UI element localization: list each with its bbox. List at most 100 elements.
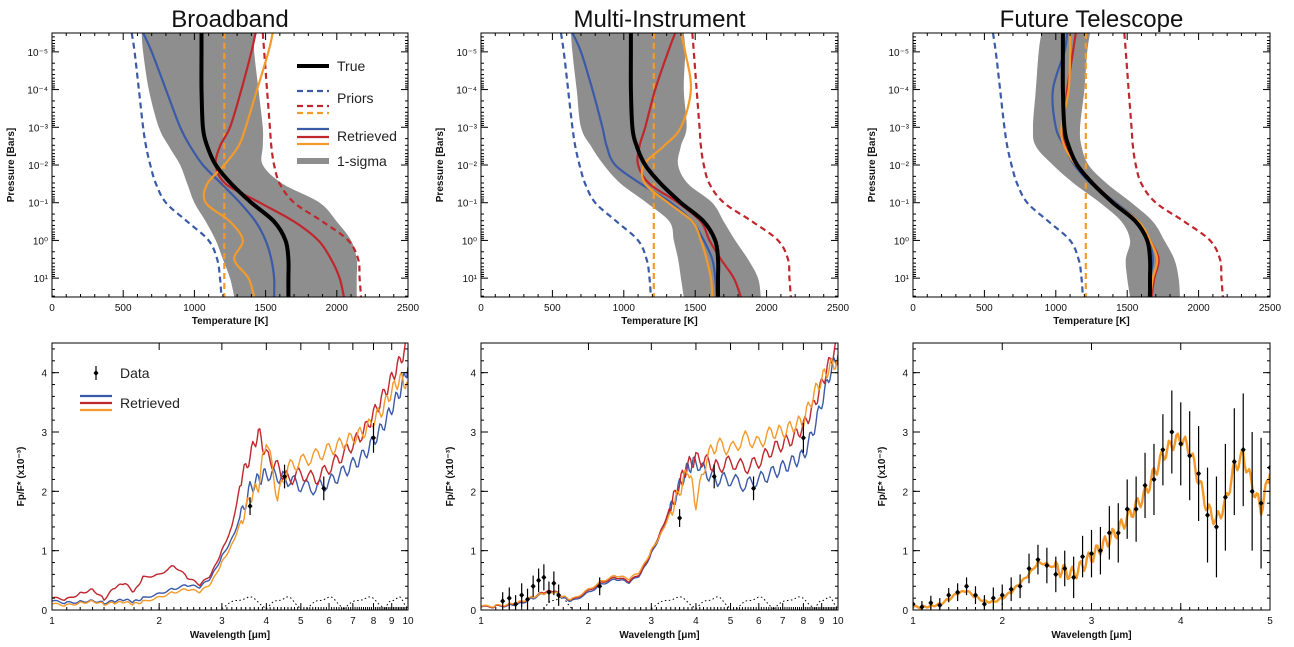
y-tick-label: 10¹	[34, 274, 49, 285]
filter-curve	[306, 596, 345, 610]
filter-curve	[265, 596, 302, 610]
y-tick-label: 10¹	[463, 274, 478, 285]
x-tick-label: 1500	[1116, 303, 1139, 314]
data-point	[546, 589, 552, 596]
tp-panel-0: 0 500 1000 1500 2000 2500 10⁻⁵ 10⁻⁴ 10⁻³ 10⁻² 10⁻¹…	[6, 6, 420, 327]
series-retrieved-red	[52, 343, 408, 601]
data-point	[981, 601, 987, 608]
data-point	[506, 595, 512, 602]
series-retrieved-red	[636, 33, 742, 297]
data-point	[972, 592, 978, 599]
plot-area	[991, 33, 1224, 297]
data-point	[1178, 440, 1184, 447]
y-tick-label: 0	[902, 606, 908, 617]
data-point	[1053, 571, 1059, 578]
data-point	[937, 602, 943, 609]
series-retrieved-blue	[571, 33, 718, 297]
y-tick-label: 10⁻⁴	[27, 86, 48, 97]
data-point	[1169, 429, 1175, 435]
y-tick-label: 10⁻¹	[457, 199, 477, 210]
y-tick-label: 10⁻²	[457, 161, 477, 172]
x-tick-label: 2500	[1259, 303, 1282, 314]
data-point	[955, 589, 961, 596]
x-tick-label: 8	[371, 616, 377, 627]
series-retrieved-orange	[481, 358, 838, 608]
series-retrieved-blue	[52, 366, 408, 605]
data-point	[1222, 494, 1228, 501]
data-point	[1062, 565, 1068, 572]
y-tick-label: 10⁰	[462, 236, 477, 247]
x-tick-label: 3	[1089, 616, 1095, 627]
y-axis-label: Fp/F* (x10⁻³)	[877, 447, 888, 507]
data-point	[321, 485, 327, 492]
y-axis-label: Pressure [Bars]	[6, 128, 17, 202]
panel-title: Multi-Instrument	[573, 6, 745, 33]
data-point	[1205, 512, 1211, 519]
data-point	[990, 595, 996, 602]
x-tick-label: 1500	[254, 303, 277, 314]
data-point	[282, 473, 288, 480]
x-tick-label: 2000	[755, 303, 778, 314]
x-tick-label: 2000	[326, 303, 349, 314]
x-tick-label: 6	[756, 616, 762, 627]
filter-curve	[736, 596, 774, 610]
x-tick-label: 0	[910, 303, 916, 314]
series-priors-red	[691, 33, 792, 297]
x-tick-label: 4	[264, 616, 270, 627]
data-point	[1187, 452, 1193, 459]
y-tick-label: 10⁻⁴	[888, 86, 909, 97]
x-tick-label: 0	[478, 303, 484, 314]
data-point	[1017, 583, 1023, 590]
x-tick-label: 5	[298, 616, 304, 627]
y-tick-label: 10⁻³	[889, 123, 909, 134]
x-tick-label: 5	[728, 616, 734, 627]
data-point	[1097, 547, 1103, 554]
series-retrieved-red	[214, 33, 345, 297]
data-point	[1044, 562, 1050, 569]
data-point	[1071, 574, 1077, 581]
data-point	[1124, 506, 1130, 513]
y-tick-label: 2	[902, 487, 908, 498]
legend-priors-label: Priors	[337, 90, 374, 106]
x-tick-label: 2	[999, 616, 1005, 627]
tp-panel-1: 0 500 1000 1500 2000 2500 10⁻⁵ 10⁻⁴ 10⁻³ 10⁻² 10⁻¹…	[435, 6, 850, 327]
filter-curve	[773, 596, 815, 610]
data-point	[597, 583, 603, 590]
x-tick-label: 0	[49, 303, 55, 314]
x-tick-label: 500	[115, 303, 132, 314]
data-point	[1249, 488, 1255, 495]
y-tick-label: 3	[902, 428, 908, 439]
data-point	[1106, 529, 1112, 536]
filter-curve	[651, 596, 697, 610]
y-tick-label: 10⁻¹	[28, 199, 48, 210]
x-tick-label: 2	[156, 616, 162, 627]
data-point	[1133, 506, 1139, 513]
plot-frame	[480, 342, 839, 611]
series-priors-red	[1123, 33, 1224, 297]
plot-area	[913, 390, 1270, 610]
x-axis-label: Temperature [K]	[621, 316, 698, 327]
x-axis-label: Temperature [K]	[1053, 316, 1130, 327]
data-point	[1258, 500, 1264, 507]
x-tick-label: 1000	[183, 303, 206, 314]
data-point	[1213, 523, 1219, 530]
data-point	[1035, 556, 1041, 563]
data-point	[530, 583, 536, 590]
y-tick-label: 3	[41, 428, 47, 439]
y-tick-label: 1	[470, 547, 476, 558]
data-point	[513, 601, 519, 608]
y-tick-label: 4	[470, 369, 476, 380]
data-point	[677, 515, 683, 522]
x-tick-label: 7	[780, 616, 786, 627]
x-axis-label: Wavelength [μm]	[190, 630, 270, 641]
y-tick-label: 10⁻⁵	[27, 48, 48, 59]
data-point	[1089, 550, 1094, 557]
data-point	[541, 574, 547, 581]
tp-panel-2: 0 500 1000 1500 2000 2500 10⁻⁵ 10⁻⁴ 10⁻³ 10⁻² 10⁻¹…	[867, 6, 1282, 327]
data-point	[946, 592, 952, 599]
y-tick-label: 10⁻²	[28, 161, 48, 172]
legend-retrieved-label: Retrieved	[120, 395, 180, 411]
